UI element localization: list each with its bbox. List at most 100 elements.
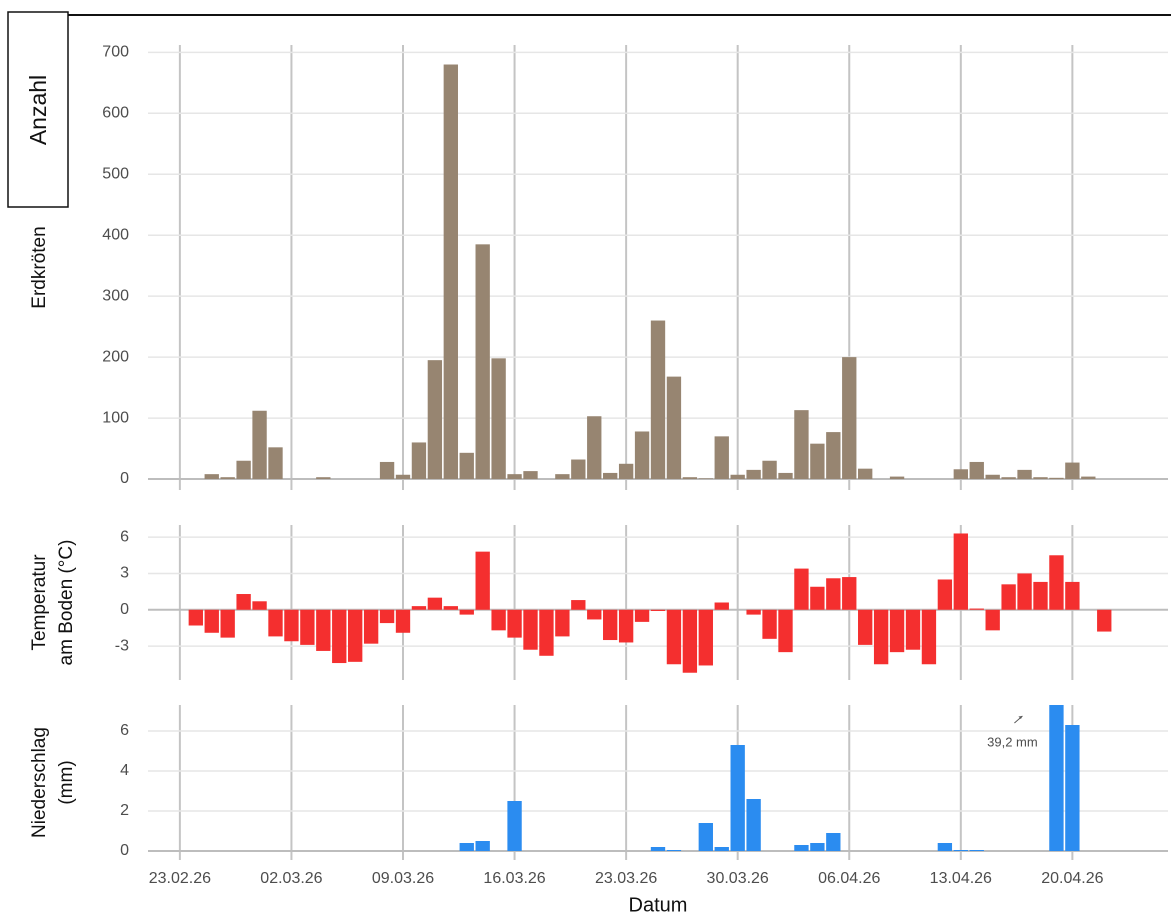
bar [953, 469, 968, 480]
bar [842, 577, 857, 610]
x-tick-label: 20.04.26 [1041, 870, 1103, 887]
bar [268, 609, 283, 637]
bar [634, 431, 650, 480]
bar [698, 609, 713, 666]
y-tick-label: -3 [115, 637, 129, 654]
bar [475, 841, 490, 851]
bar [411, 606, 427, 610]
bar [778, 472, 793, 480]
bar [332, 609, 347, 664]
bar [858, 609, 873, 645]
bar [1065, 581, 1080, 610]
bar [1049, 477, 1064, 480]
bar [794, 410, 809, 480]
bar [794, 845, 809, 851]
bar [666, 850, 682, 851]
bar [204, 474, 219, 480]
y-axis-title: Erdkröten [29, 226, 50, 308]
y-axis-title: am Boden (°C) [56, 540, 77, 666]
bar [252, 410, 267, 480]
bar [587, 416, 602, 480]
bar [1017, 573, 1032, 610]
bar [236, 594, 251, 610]
bar [587, 609, 602, 620]
y-axis-title: Temperatur [29, 554, 50, 651]
y-axis-title: Niederschlag [29, 727, 50, 838]
bar [666, 376, 682, 480]
bar [507, 801, 522, 851]
y-axis-title: (mm) [56, 760, 77, 804]
bar [1001, 477, 1016, 480]
bar [746, 609, 761, 615]
bar [1017, 469, 1032, 480]
label-box [7, 11, 69, 208]
bar [1049, 705, 1064, 851]
bar [411, 442, 427, 480]
x-tick-label: 02.03.26 [260, 870, 322, 887]
bar [491, 609, 506, 631]
bar [985, 474, 1000, 480]
bar-group [204, 64, 1096, 480]
bar [842, 357, 857, 480]
bar [539, 609, 554, 656]
bar [714, 847, 729, 851]
bar [379, 461, 395, 480]
bar [905, 609, 921, 650]
bar [969, 850, 984, 851]
bar [762, 460, 777, 480]
bar [969, 461, 984, 480]
bar [348, 609, 363, 662]
y-tick-label: 0 [120, 601, 129, 618]
bar [204, 609, 219, 633]
bar [603, 609, 618, 641]
y-tick-label: 0 [120, 470, 129, 487]
x-tick-label: 13.04.26 [930, 870, 992, 887]
bar [650, 847, 666, 851]
bar [316, 477, 331, 480]
bar [682, 609, 698, 673]
bar [1097, 609, 1112, 632]
bar [443, 606, 458, 610]
bar [555, 474, 570, 480]
x-tick-label: 23.03.26 [595, 870, 657, 887]
y-tick-label: 200 [102, 348, 129, 365]
y-tick-label: 700 [102, 44, 129, 61]
y-tick-label: 3 [120, 565, 129, 582]
bar [953, 533, 968, 610]
bar [826, 432, 841, 480]
x-tick-label: 16.03.26 [483, 870, 545, 887]
bar [1081, 476, 1096, 480]
bar [220, 609, 235, 638]
bar [459, 843, 474, 851]
bar [618, 609, 634, 643]
bar [746, 799, 761, 851]
bar [284, 609, 299, 642]
bar [666, 609, 682, 665]
x-tick-label: 23.02.26 [149, 870, 211, 887]
bar [507, 474, 522, 480]
bar [826, 578, 841, 610]
y-tick-label: 100 [102, 409, 129, 426]
bar [698, 823, 713, 851]
bar [746, 469, 761, 480]
x-tick-label: 30.03.26 [707, 870, 769, 887]
bar [427, 360, 443, 480]
bar [523, 471, 538, 480]
bar [363, 609, 379, 644]
bar [858, 468, 873, 480]
bar [778, 609, 793, 653]
bar [1033, 581, 1048, 610]
bar [682, 477, 698, 480]
bar [889, 476, 905, 480]
bar [395, 474, 411, 480]
bar-group [188, 533, 1112, 673]
bar [268, 447, 283, 480]
bar [459, 609, 474, 615]
bar [571, 600, 586, 610]
bar [475, 551, 490, 610]
bar [1049, 555, 1064, 610]
y-tick-label: 4 [120, 762, 129, 779]
y-tick-label: 6 [120, 722, 129, 739]
bar [889, 609, 905, 653]
